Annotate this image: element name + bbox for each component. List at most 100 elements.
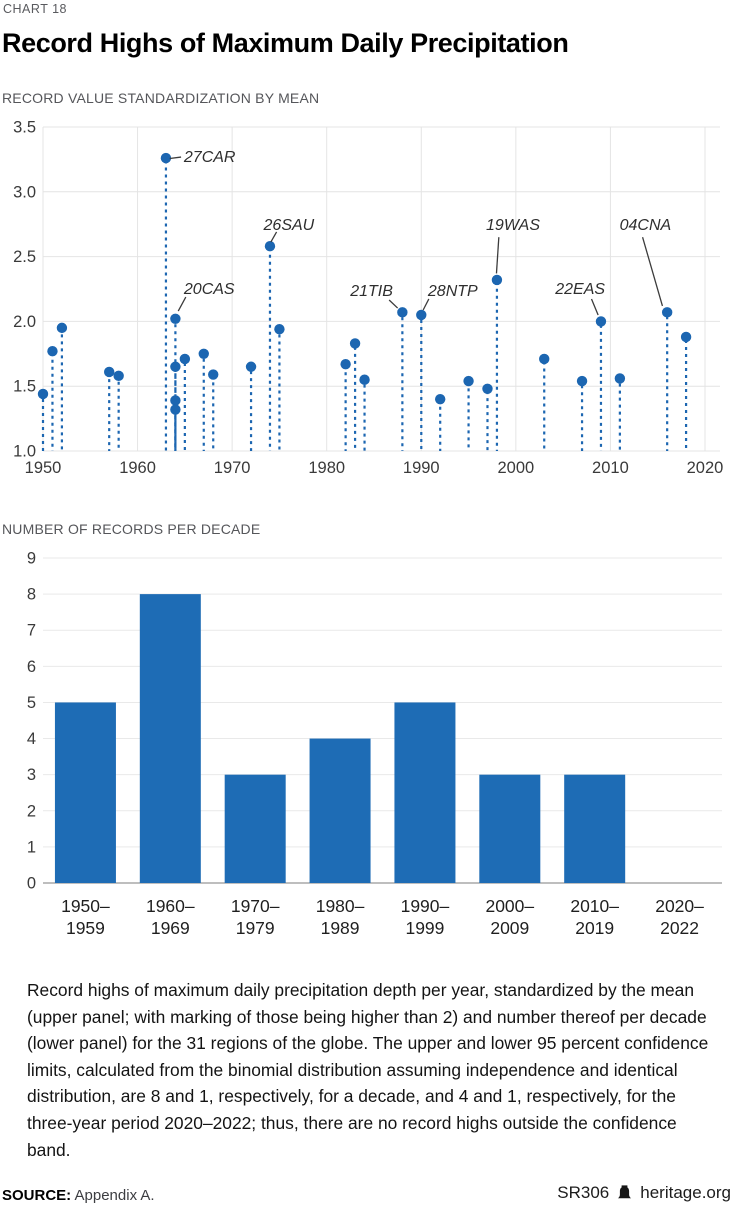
bar-chart: 0 1 2 3 4 5 6 7 8 9 1950–1959 1960–1969 1970–1979 198… <box>27 550 722 938</box>
bar <box>139 594 201 883</box>
x-tick-label: 1970 <box>214 459 251 477</box>
bar <box>479 774 541 883</box>
x-tick-label: 1950 <box>25 459 62 477</box>
data-dot <box>482 383 493 394</box>
data-dot <box>170 313 181 325</box>
bar <box>309 738 371 883</box>
data-dot <box>56 322 68 334</box>
annotation-label: 28NTP <box>427 283 478 300</box>
report-credit: SR306 heritage.org <box>557 1183 731 1203</box>
bar <box>224 774 286 883</box>
category-label: 2020– <box>655 896 704 916</box>
data-dot <box>349 338 361 349</box>
data-dot <box>463 375 474 387</box>
y-tick-label: 2.0 <box>13 313 36 331</box>
y-tick-label: 1.0 <box>13 443 36 461</box>
x-tick-label: 1990 <box>403 459 440 477</box>
category-label: 2010– <box>570 896 619 916</box>
x-tick-label: 1980 <box>308 459 345 477</box>
y-tick-label: 1 <box>27 838 36 856</box>
upper-panel-title: RECORD VALUE STANDARDIZATION BY MEAN <box>2 90 320 106</box>
y-tick-label: 1.5 <box>13 378 36 396</box>
y-tick-label: 2 <box>27 802 36 820</box>
heritage-bell-icon <box>618 1185 632 1199</box>
site-name: heritage.org <box>640 1183 731 1202</box>
category-label: 2022 <box>660 918 699 938</box>
data-dot <box>179 353 191 365</box>
x-tick-label: 2020 <box>687 459 724 477</box>
data-dot <box>37 388 49 400</box>
y-tick-label: 3 <box>27 766 36 784</box>
x-tick-label: 2010 <box>592 459 629 477</box>
category-label: 2000– <box>485 896 534 916</box>
category-label: 2019 <box>575 918 614 938</box>
y-tick-label: 0 <box>27 875 36 893</box>
category-label: 1990– <box>401 896 450 916</box>
source-line: SOURCE: Appendix A. <box>2 1187 155 1204</box>
y-tick-label: 3.5 <box>13 119 36 137</box>
chart-number-label: CHART 18 <box>3 2 67 16</box>
data-dot <box>170 361 181 372</box>
category-label: 1960– <box>146 896 195 916</box>
annotation-label: 20CAS <box>183 281 235 298</box>
category-label: 2009 <box>490 918 529 938</box>
bar <box>394 702 456 883</box>
page-title: Record Highs of Maximum Daily Precipitat… <box>2 28 569 58</box>
figure-caption: Record highs of maximum daily precipitat… <box>27 980 709 1160</box>
annotation-label: 19WAS <box>486 217 540 234</box>
category-label: 1999 <box>405 918 444 938</box>
data-dot <box>576 375 588 387</box>
data-dot <box>680 331 692 343</box>
data-dot <box>170 404 181 415</box>
annotation-leader-line <box>495 237 500 274</box>
data-dot <box>539 353 550 365</box>
data-dot <box>264 241 276 252</box>
category-label: 1979 <box>236 918 275 938</box>
data-dot <box>416 309 427 321</box>
annotation-label: 22EAS <box>554 281 605 298</box>
category-label: 1959 <box>66 918 105 938</box>
category-label: 1970– <box>231 896 280 916</box>
annotation-leader-line <box>590 298 599 316</box>
x-tick-label: 1960 <box>119 459 156 477</box>
data-dot <box>397 307 408 318</box>
stem-chart: 1.0 1.5 2.0 2.5 3.0 3.5 1950 1960 1970 1980 1990 20… <box>13 119 724 478</box>
annotation-leader-line <box>641 236 664 307</box>
bar <box>54 702 116 883</box>
annotation-leader-line <box>422 298 430 311</box>
y-tick-label: 8 <box>27 586 36 604</box>
y-tick-label: 4 <box>27 730 36 748</box>
data-dot <box>491 274 503 286</box>
data-dot <box>103 366 115 378</box>
annotation-leader-line <box>270 231 278 243</box>
data-dot <box>170 395 181 406</box>
x-tick-label: 2000 <box>497 459 534 477</box>
data-dot <box>198 348 209 359</box>
annotation-label: 04CNA <box>620 217 672 234</box>
category-label: 1980– <box>316 896 365 916</box>
report-id: SR306 <box>557 1183 610 1202</box>
data-dot <box>340 358 351 370</box>
data-dot <box>661 307 673 318</box>
data-dot <box>208 369 219 380</box>
y-tick-label: 9 <box>27 550 36 568</box>
annotation-label: 27CAR <box>183 149 236 166</box>
data-dot <box>614 373 626 384</box>
y-tick-label: 2.5 <box>13 248 36 266</box>
data-dot <box>434 393 446 405</box>
annotation-leader-line <box>177 296 187 312</box>
source-label: SOURCE: <box>2 1187 72 1204</box>
data-dot <box>113 370 124 382</box>
category-label: 1989 <box>321 918 360 938</box>
annotation-leader-line <box>388 299 399 309</box>
data-dot <box>245 361 257 372</box>
data-dot <box>274 323 285 335</box>
data-dot <box>160 152 172 164</box>
bar <box>564 774 626 883</box>
data-dot <box>47 346 58 357</box>
lower-panel-title: NUMBER OF RECORDS PER DECADE <box>2 521 261 537</box>
data-dot <box>359 374 370 385</box>
y-tick-label: 3.0 <box>13 183 36 201</box>
category-label: 1969 <box>151 918 190 938</box>
